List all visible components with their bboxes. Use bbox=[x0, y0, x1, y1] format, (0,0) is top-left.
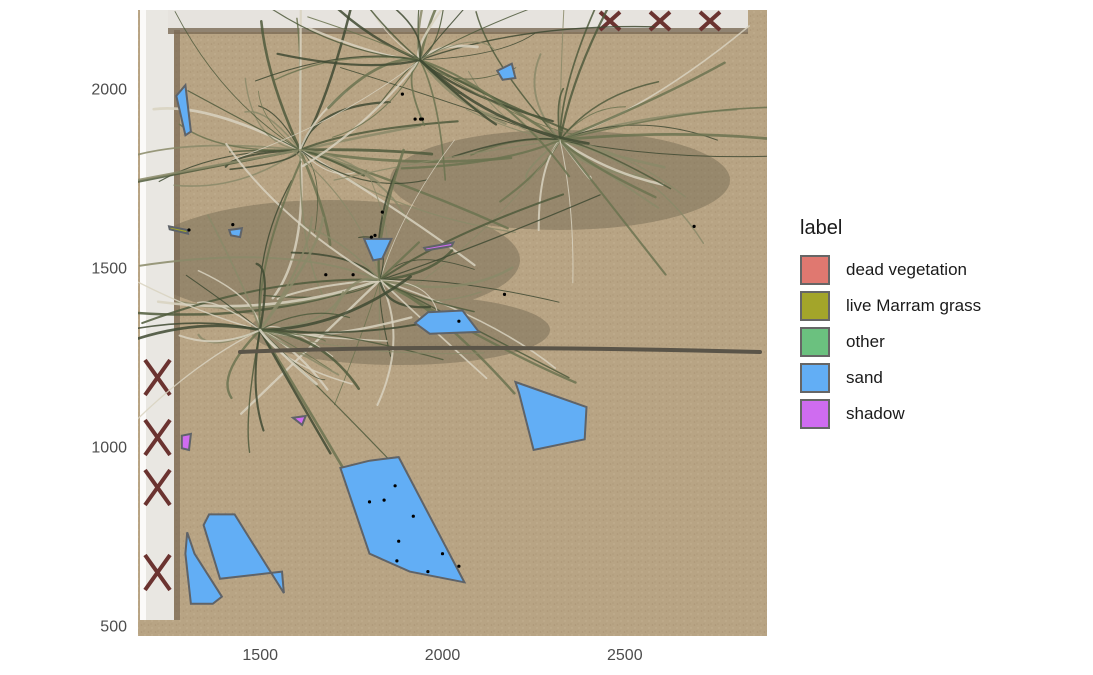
data-point-2 bbox=[413, 117, 417, 121]
polygon-sand-2 bbox=[202, 513, 285, 594]
legend-item-live-Marram-grass: live Marram grass bbox=[800, 288, 981, 324]
polygon-live-Marram-grass-13 bbox=[167, 225, 190, 235]
y-tick-label-1000: 1000 bbox=[91, 439, 127, 456]
x-tick-label-2500: 2500 bbox=[607, 647, 643, 664]
x-tick-label-2000: 2000 bbox=[425, 647, 461, 664]
polygon-sand-4 bbox=[513, 380, 588, 452]
data-point-8 bbox=[692, 224, 696, 228]
legend-label: other bbox=[846, 332, 885, 351]
data-point-12 bbox=[351, 273, 355, 277]
data-point-7 bbox=[369, 235, 373, 239]
polygon-sand-7 bbox=[495, 62, 517, 81]
data-point-22 bbox=[395, 559, 399, 563]
legend-key-swatch bbox=[800, 399, 830, 429]
photo-panel bbox=[138, 10, 767, 636]
data-point-13 bbox=[502, 292, 507, 296]
legend-title: label bbox=[800, 217, 843, 239]
legend: label dead vegetation live Marram grass ot… bbox=[800, 216, 981, 432]
data-point-5 bbox=[380, 210, 384, 214]
legend-label: dead vegetation bbox=[846, 260, 967, 279]
x-tick-label-1500: 1500 bbox=[242, 647, 278, 664]
y-tick-label-500: 500 bbox=[100, 618, 127, 635]
polygon-sand-6 bbox=[362, 237, 393, 262]
data-point-18 bbox=[411, 514, 415, 518]
data-point-11 bbox=[324, 273, 328, 277]
polygon-sand-8 bbox=[175, 82, 192, 137]
data-point-16 bbox=[382, 498, 386, 502]
data-point-17 bbox=[367, 500, 372, 504]
marram-grass-blades bbox=[138, 10, 767, 481]
legend-key-swatch bbox=[800, 327, 830, 357]
data-point-1 bbox=[400, 92, 404, 96]
data-point-15 bbox=[393, 484, 397, 488]
legend-label: shadow bbox=[846, 404, 905, 423]
data-point-9 bbox=[187, 228, 191, 232]
data-point-14 bbox=[457, 319, 461, 323]
data-point-6 bbox=[373, 233, 377, 237]
legend-item-shadow: shadow bbox=[800, 396, 981, 432]
legend-item-other: other bbox=[800, 324, 981, 360]
polygon-shadow-10 bbox=[180, 432, 193, 452]
data-point-20 bbox=[440, 552, 445, 556]
data-point-4 bbox=[420, 117, 424, 121]
data-point-21 bbox=[457, 564, 461, 568]
legend-item-dead-vegetation: dead vegetation bbox=[800, 252, 981, 288]
y-tick-label-1500: 1500 bbox=[91, 261, 127, 278]
polygon-sand-3 bbox=[184, 531, 224, 605]
polygon-shadow-11 bbox=[290, 414, 308, 427]
legend-key-swatch bbox=[800, 291, 830, 321]
legend-label: sand bbox=[846, 368, 883, 387]
data-point-10 bbox=[231, 223, 235, 227]
legend-item-sand: sand bbox=[800, 360, 981, 396]
pipe-marks bbox=[143, 10, 722, 592]
legend-key-swatch bbox=[800, 363, 830, 393]
data-point-23 bbox=[426, 570, 430, 574]
y-tick-label-2000: 2000 bbox=[91, 82, 127, 99]
data-point-19 bbox=[397, 539, 401, 543]
polygon-sand-9 bbox=[227, 227, 244, 239]
legend-label: live Marram grass bbox=[846, 296, 982, 315]
polygon-shadow-12 bbox=[422, 241, 456, 252]
legend-key-swatch bbox=[800, 255, 830, 285]
polygon-sand-1 bbox=[339, 456, 467, 584]
polygon-sand-5 bbox=[413, 309, 481, 335]
